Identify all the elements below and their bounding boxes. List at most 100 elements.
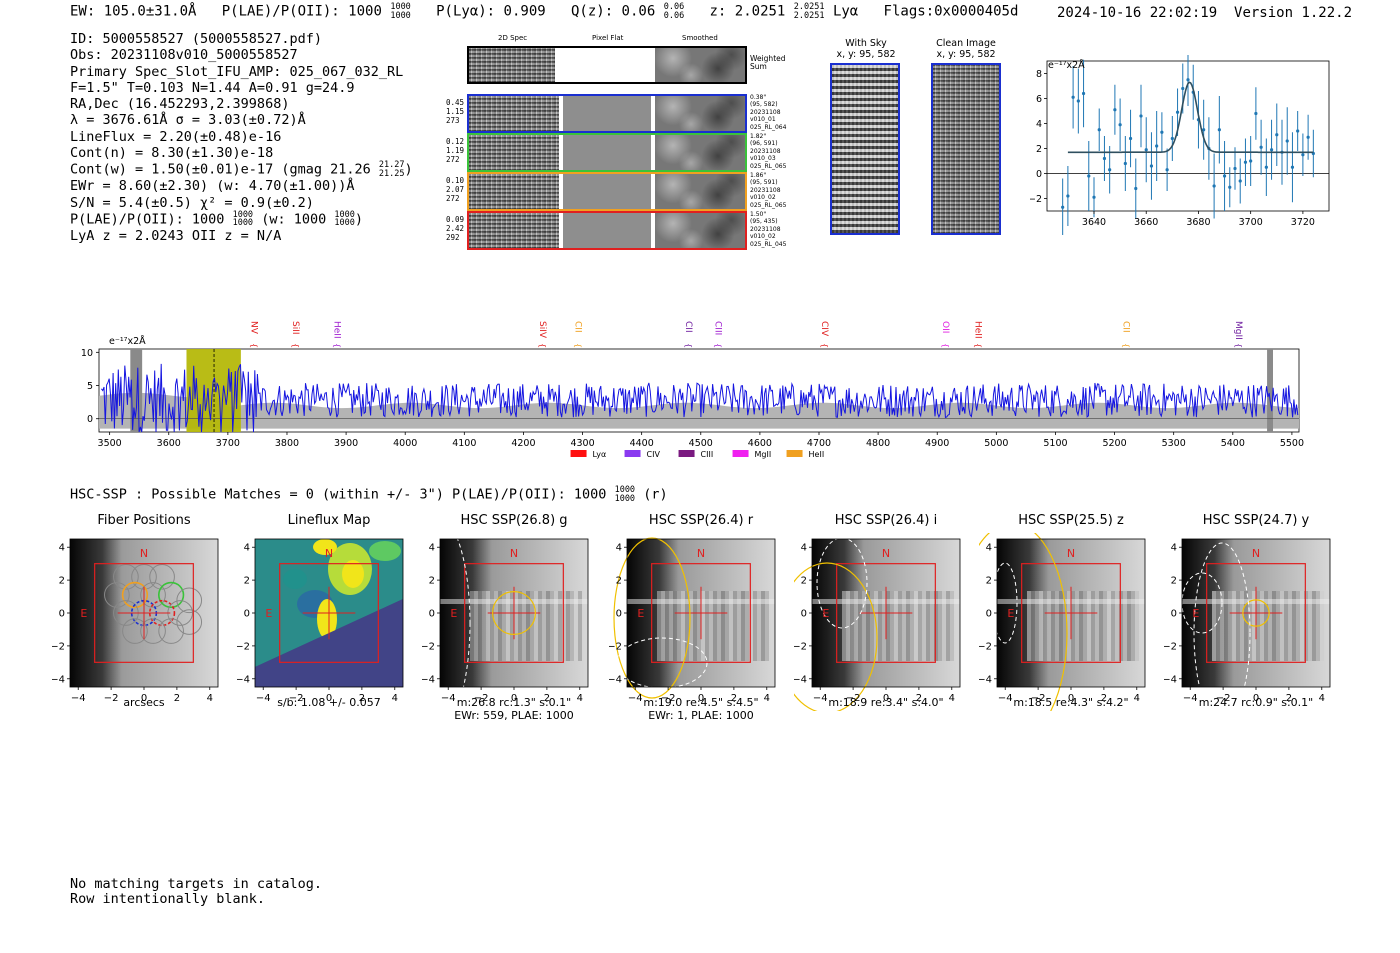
aperture-box: [836, 563, 936, 663]
hsc-ytick: 0: [801, 609, 807, 620]
hsc-ytick: −2: [422, 641, 435, 652]
fit-point: [1181, 86, 1185, 91]
fit-ytick: 6: [1036, 94, 1042, 105]
hsc-ytick: −4: [237, 674, 250, 685]
hsc-panel-image[interactable]: N E −4 −4 −2 −2 0 0 2 2 4 4: [794, 533, 972, 711]
row-pixelflat: [563, 96, 651, 131]
east-label: E: [80, 607, 87, 620]
hsc-ytick: 0: [616, 609, 622, 620]
fit-point: [1306, 135, 1310, 139]
aperture-box: [1021, 563, 1121, 663]
fit-point: [1285, 139, 1289, 143]
spectrum-xtick: 5400: [1221, 438, 1245, 449]
hsc-panel-image[interactable]: N E −4 −4 −2 −2 0 0 2 2 4 4: [422, 533, 600, 711]
emission-line-bracket: {: [573, 343, 582, 348]
plya-value: P(Lyα): 0.909: [436, 3, 546, 20]
weighted-sum-strip[interactable]: [467, 46, 747, 84]
hsc-xtick: −2: [846, 693, 861, 704]
hsc-panel-image[interactable]: N E −4 −4 −2 −2 0 0 2 2 4 4: [1164, 533, 1342, 711]
legend-label: CIII: [701, 450, 714, 459]
hsc-xtick: 4: [392, 693, 398, 704]
emission-line-bracket: {: [714, 343, 723, 348]
fit-xtick: 3720: [1291, 217, 1315, 228]
row-smoothed: [655, 96, 745, 131]
hsc-panel-image[interactable]: N E −4 −4 −2 −2 0 0 2 2 4 4: [237, 533, 415, 711]
row-2dspec: [469, 135, 559, 170]
hsc-panel-caption: arcsecs: [123, 696, 165, 709]
hsc-panel-image[interactable]: N E −4 −4 −2 −2 0 0 2 2 4 4: [52, 533, 230, 711]
fit-point: [1160, 130, 1164, 134]
spectrum-xtick: 4200: [511, 438, 535, 449]
hsc-ytick: −2: [979, 641, 992, 652]
east-label: E: [450, 607, 457, 620]
weighted-smoothed: [655, 48, 745, 82]
fit-point: [1249, 159, 1253, 163]
line-id: Lyα: [832, 3, 859, 20]
fit-point: [1269, 148, 1274, 152]
fit-point: [1254, 111, 1258, 116]
hsc-ytick: 2: [616, 576, 622, 587]
spec2d-row-meta: 1.86" (95, 591) 20231108 v010_02 025_RL_065: [750, 172, 787, 209]
hsc-ytick: −4: [1164, 674, 1177, 685]
hsc-xtick: 0: [698, 693, 704, 704]
spec2d-row[interactable]: 0.12 1.19 272 1.82" (96, 591) 20231108 v010_03…: [440, 133, 800, 172]
spec2d-row[interactable]: 0.09 2.42 292 1.50" (95, 435) 20231108 v010_02…: [440, 211, 800, 250]
spec2d-row[interactable]: 0.45 1.15 273 0.38" (95, 582) 20231108 v010_01…: [440, 94, 800, 133]
fit-point: [1149, 164, 1154, 168]
masked-region: [1267, 349, 1273, 432]
fiber-circle: [158, 618, 184, 644]
emission-line-label: CII: [572, 321, 582, 333]
spectrum-ytick: 0: [87, 414, 93, 425]
north-label: N: [510, 547, 518, 560]
hsc-panels: Fiber Positions N E −4 −4 −2 −2 0 0 2 2 4 4 arcsecs Li…: [0, 510, 1400, 730]
fit-point: [1264, 165, 1268, 169]
full-spectrum-plot[interactable]: 3500 3600 3700 3800 3900 4000 4100 4200 4300 4400…: [60, 315, 1310, 465]
info-obs: Obs: 20231108v010_5000558527: [70, 47, 298, 64]
fit-point: [1113, 108, 1117, 112]
hsc-panel-title: HSC SSP(25.5) z: [1018, 513, 1124, 528]
info-contn: Cont(n) = 8.30(±1.30)e-18: [70, 145, 274, 162]
legend-label: CIV: [647, 450, 661, 459]
hsc-ytick: 0: [429, 609, 435, 620]
emission-line-label: SiIV: [537, 321, 547, 339]
fit-point: [1170, 136, 1174, 141]
datetime: 2024-10-16 22:02:19: [1057, 5, 1218, 21]
hsc-xtick: 0: [1253, 693, 1259, 704]
hsc-xtick: −4: [71, 693, 86, 704]
hsc-xtick: 0: [1068, 693, 1074, 704]
fit-point: [1118, 123, 1122, 127]
info-contw: Cont(w) = 1.50(±0.01)e-17 (gmag 21.26 21…: [70, 160, 413, 179]
legend-swatch: [624, 450, 641, 457]
spectrum-xtick: 5200: [1102, 438, 1126, 449]
clean-image[interactable]: [931, 63, 1001, 235]
spec2d-row[interactable]: 0.10 2.07 272 1.86" (95, 591) 20231108 v010_02…: [440, 172, 800, 211]
spectrum-ytick: 5: [87, 381, 93, 392]
with-sky-image[interactable]: [830, 63, 900, 235]
hsc-ytick: −2: [1164, 641, 1177, 652]
row-pixelflat: [563, 135, 651, 170]
aperture-box: [94, 563, 194, 663]
source-ellipse: [613, 537, 691, 699]
line-fit-plot[interactable]: 3640 3660 3680 3700 3720 8 6 4 2 0 −2: [1030, 55, 1330, 235]
spectrum-xtick: 3500: [98, 438, 122, 449]
spec2d-row-strip: [467, 172, 747, 211]
hsc-panel-image[interactable]: N E −4 −4 −2 −2 0 0 2 2 4 4: [979, 533, 1157, 711]
source-ellipse: [1242, 599, 1270, 627]
version: Version 1.22.2: [1234, 5, 1353, 21]
hsc-xtick: −2: [1216, 693, 1231, 704]
hsc-panel-image[interactable]: N E −4 −4 −2 −2 0 0 2 2 4 4: [609, 533, 787, 711]
fit-point: [1108, 168, 1112, 172]
source-ellipse: [492, 591, 536, 635]
aperture-box: [1206, 563, 1306, 663]
spectrum-xtick: 5500: [1280, 438, 1304, 449]
emission-line-label: CII: [683, 321, 693, 333]
fit-point: [1061, 205, 1065, 209]
hsc-xtick: 4: [764, 693, 770, 704]
spectrum-xtick: 4000: [393, 438, 417, 449]
col-2dspec: 2D Spec: [498, 34, 528, 42]
hsc-xtick: 2: [544, 693, 550, 704]
with-sky-title: With Sky x, y: 95, 582: [836, 38, 896, 60]
spectrum-xtick: 4600: [748, 438, 772, 449]
fit-point: [1066, 194, 1070, 198]
fit-point: [1155, 144, 1159, 148]
